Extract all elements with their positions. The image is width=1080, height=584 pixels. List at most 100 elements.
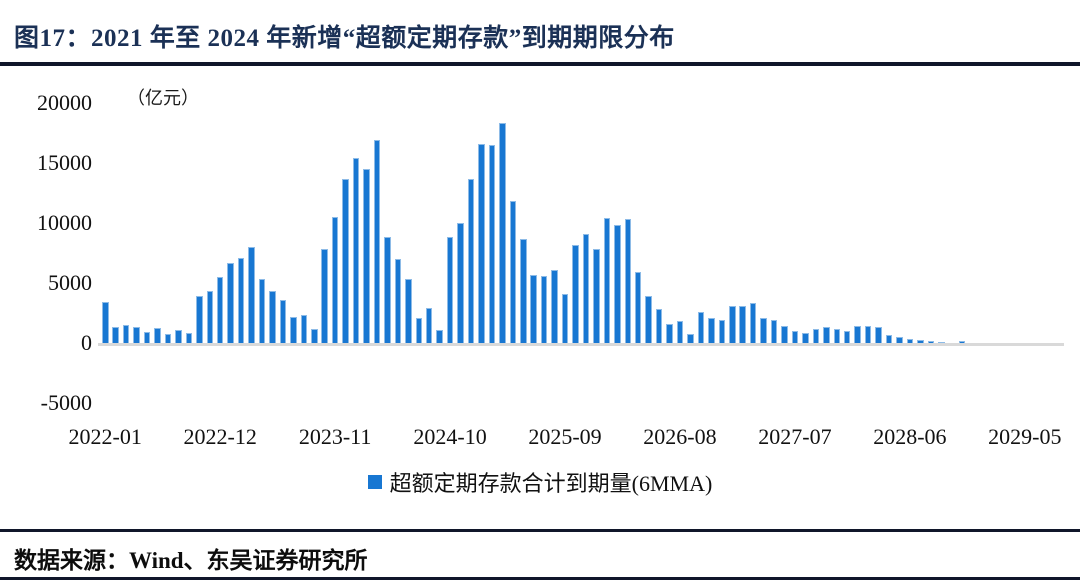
y-axis-tick-label: -5000 [40, 390, 92, 415]
bar [885, 334, 893, 343]
bar [718, 320, 726, 343]
bar [457, 223, 464, 343]
bar [331, 217, 339, 343]
bar [708, 318, 715, 343]
bar [342, 179, 349, 343]
bar [216, 277, 224, 343]
y-axis-tick-label: 10000 [37, 210, 92, 235]
x-axis-tick-label: 2029-05 [988, 424, 1062, 449]
bar [405, 279, 412, 343]
bar [279, 299, 287, 343]
y-axis-tick-label: 15000 [37, 150, 92, 175]
figure-title: 图17：2021 年至 2024 年新增“超额定期存款”到期期限分布 [14, 25, 675, 52]
bar [729, 305, 736, 343]
bar [300, 315, 308, 343]
bar [143, 331, 151, 343]
bar [185, 332, 193, 343]
bar [603, 217, 611, 343]
bar [958, 340, 966, 343]
bar [154, 328, 161, 343]
bar [269, 290, 276, 343]
bar [436, 329, 443, 343]
bar [812, 328, 820, 343]
bar [363, 169, 370, 343]
bar [687, 333, 694, 343]
bar [102, 302, 109, 343]
bar-chart-plot-area [100, 95, 1062, 343]
legend-series-marker [367, 475, 382, 489]
bar [645, 295, 652, 343]
bar [394, 259, 402, 343]
bar [749, 303, 757, 343]
bar [906, 339, 914, 343]
legend-series-label: 超额定期存款合计到期量(6MMA) [389, 471, 713, 496]
bar [676, 321, 684, 343]
footer-divider [0, 529, 1080, 532]
y-axis-tick-label: 0 [81, 330, 92, 355]
x-axis-tick-label: 2022-01 [68, 424, 142, 449]
bar [133, 326, 140, 343]
x-axis-tick-label: 2027-07 [758, 424, 832, 449]
x-axis-tick-label: 2025-09 [528, 424, 602, 449]
x-axis-tick-label: 2028-06 [873, 424, 947, 449]
bar [666, 323, 673, 343]
y-axis-tick-label: 5000 [48, 270, 92, 295]
data-source-note: 数据来源：Wind、东吴证券研究所 [14, 548, 368, 573]
bar [938, 342, 945, 343]
bar [655, 308, 663, 343]
bar [823, 327, 830, 343]
bar [311, 328, 318, 343]
bar [425, 308, 433, 343]
bar [520, 238, 527, 343]
bar [802, 333, 809, 343]
bar [551, 270, 558, 343]
bar [248, 247, 255, 343]
y-axis-tick-label: 20000 [37, 90, 92, 115]
bar [258, 278, 266, 343]
bar [352, 158, 360, 343]
bar [415, 317, 422, 343]
bar [833, 328, 840, 343]
bar [467, 179, 475, 343]
bar [624, 219, 631, 343]
bar [122, 325, 130, 343]
bar [321, 249, 328, 343]
bar [770, 319, 778, 343]
bar [572, 244, 579, 343]
chart-legend: 超额定期存款合计到期量(6MMA) [0, 466, 1080, 498]
bar [206, 291, 213, 343]
x-axis-tick-label: 2022-12 [183, 424, 257, 449]
bar [196, 296, 203, 343]
bar [540, 275, 548, 343]
bar [509, 200, 517, 343]
bar [478, 144, 485, 343]
bar [499, 122, 506, 343]
bar [237, 258, 245, 343]
x-axis-baseline [98, 343, 1064, 346]
bar [290, 317, 297, 343]
bar [164, 334, 172, 343]
bar [739, 306, 746, 343]
bar [875, 327, 882, 343]
bar [927, 341, 935, 343]
bar [917, 340, 924, 343]
bar [373, 139, 381, 343]
bar [760, 318, 767, 343]
bar [843, 331, 851, 343]
bar [791, 331, 799, 343]
bar [488, 145, 496, 343]
bar [530, 274, 537, 343]
bar [112, 327, 119, 343]
bar [175, 330, 182, 343]
bar [227, 262, 234, 343]
bar [896, 337, 903, 343]
bar [614, 225, 621, 343]
x-axis-tick-label: 2024-10 [413, 424, 487, 449]
bar [582, 233, 590, 343]
y-axis-unit-label: （亿元） [127, 88, 199, 108]
bar [593, 248, 600, 343]
bottom-border [0, 577, 1080, 580]
bar [781, 326, 788, 343]
title-divider [0, 62, 1080, 66]
